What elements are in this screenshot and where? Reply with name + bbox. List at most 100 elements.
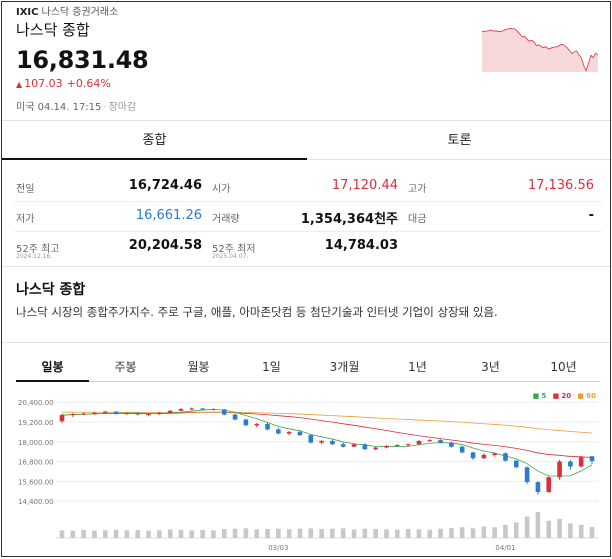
market-country: 미국 (16, 102, 35, 113)
volume-bar (481, 526, 487, 538)
volume-bar (578, 524, 584, 538)
candle-body[interactable] (373, 447, 378, 450)
period-tab-monthly[interactable]: 월봉 (187, 360, 210, 374)
candle-body[interactable] (135, 413, 141, 415)
candle-body[interactable] (211, 408, 216, 410)
candle-body[interactable] (589, 456, 595, 462)
candle-body[interactable] (265, 423, 270, 430)
ticker-symbol: IXIC (16, 7, 39, 18)
candle-body[interactable] (568, 461, 573, 467)
candle-body[interactable] (362, 444, 368, 450)
description-title: 나스닥 종합 (16, 282, 86, 298)
volume-bar (232, 528, 238, 538)
legend-ma60[interactable]: ■ 60 (577, 392, 596, 400)
stats-row: 52주 최고 2024.12.16. 20,204.58 52주 최저 2025.04… (14, 232, 602, 262)
period-tab-daily[interactable]: 일봉 (16, 354, 89, 382)
period-tab-3y[interactable]: 3년 (481, 360, 500, 374)
candle-body[interactable] (513, 460, 519, 468)
period-tab-weekly[interactable]: 주봉 (114, 360, 137, 374)
sparkline-area (482, 28, 598, 72)
candle-body[interactable] (178, 409, 184, 411)
candle-body[interactable] (124, 413, 130, 415)
y-tick-label: 19,200.00 (18, 419, 54, 427)
candle-body[interactable] (221, 409, 227, 415)
candle-body[interactable] (157, 412, 162, 415)
candle-body[interactable] (405, 444, 411, 446)
stat-high: 고가 17,136.56 (406, 172, 602, 202)
description-text: 나스닥 시장의 종합주가지수. 주로 구글, 애플, 아마존닷컴 등 첨단기술과… (16, 305, 498, 319)
candle-body[interactable] (524, 467, 530, 483)
candle-body[interactable] (330, 440, 335, 445)
candle-body[interactable] (427, 440, 433, 442)
candle-body[interactable] (200, 408, 205, 410)
candle-body[interactable] (340, 444, 346, 447)
candle-body[interactable] (59, 415, 65, 422)
volume-bar (589, 526, 595, 538)
candle-body[interactable] (535, 482, 541, 492)
stat-value: 17,120.44 (331, 178, 398, 193)
candle-body[interactable] (113, 411, 119, 414)
candle-body[interactable] (459, 446, 465, 453)
stat-value: 16,661.26 (135, 208, 202, 223)
candle-body[interactable] (351, 444, 357, 447)
stat-label: 저가 (16, 214, 35, 225)
period-tab-1y[interactable]: 1년 (408, 360, 427, 374)
candle-body[interactable] (546, 477, 552, 492)
candle-body[interactable] (395, 445, 400, 447)
stock-header: IXIC 나스닥 증권거래소 나스닥 종합 16,831.48 ▲ 107.03 +0… (16, 6, 486, 115)
candle-body[interactable] (297, 431, 303, 436)
candle-body[interactable] (470, 452, 476, 459)
stat-date: 2025.04.07. (212, 253, 249, 260)
candle-body[interactable] (557, 461, 562, 478)
legend-ma20[interactable]: ■ 20 (552, 392, 572, 400)
candle-body[interactable] (384, 445, 389, 448)
candle-body[interactable] (503, 453, 508, 461)
period-tab-10y[interactable]: 10년 (550, 360, 577, 374)
stat-52w-low: 52주 최저 2025.04.07. 14,784.03 (210, 232, 406, 262)
candle-body[interactable] (70, 414, 76, 416)
candle-body[interactable] (146, 414, 151, 416)
candle-body[interactable] (276, 429, 281, 434)
candle-body[interactable] (92, 412, 97, 414)
tab-discussion[interactable]: 토론 (307, 122, 610, 160)
sparkline-chart[interactable] (480, 24, 600, 76)
candle-body[interactable] (578, 457, 584, 467)
stat-label: 고가 (408, 184, 427, 195)
candle-body[interactable] (481, 454, 487, 459)
period-tab-3m[interactable]: 3개월 (329, 360, 360, 374)
stat-value: 14,784.03 (324, 238, 398, 253)
candle-body[interactable] (254, 423, 259, 426)
stats-row: 전일 16,724.46 시가 17,120.44 고가 17,136.56 (14, 172, 602, 202)
volume-bar (157, 530, 162, 538)
candlestick-chart[interactable]: 20,400.00 19,200.00 18,000.00 16,800.00 15,6… (16, 388, 600, 556)
volume-bar (135, 530, 141, 538)
candle-body[interactable] (308, 435, 314, 443)
ma5-line (61, 408, 593, 477)
candle-body[interactable] (81, 413, 86, 415)
candle-body[interactable] (449, 442, 454, 447)
stat-prev-close: 전일 16,724.46 (14, 172, 210, 202)
stat-value: - (588, 208, 594, 223)
ma60-line (61, 411, 593, 434)
candle-body[interactable] (167, 410, 173, 413)
change-amount: 107.03 (24, 77, 63, 90)
volume-bar (146, 530, 151, 538)
candle-body[interactable] (438, 440, 443, 443)
period-tab-1d[interactable]: 1일 (262, 360, 281, 374)
x-tick-label: 03/03 (268, 544, 288, 552)
candle-body[interactable] (243, 419, 249, 426)
candle-body[interactable] (102, 411, 108, 413)
stat-value: 17,136.56 (527, 178, 594, 193)
candle-body[interactable] (319, 440, 324, 443)
candle-body[interactable] (492, 453, 497, 455)
candle-body[interactable] (189, 408, 195, 410)
stats-row: 저가 16,661.26 거래량 1,354,364천주 대금 - (14, 202, 602, 232)
candle-body[interactable] (232, 414, 238, 420)
stat-value: 1,354,364천주 (300, 212, 398, 227)
tab-summary[interactable]: 종합 (2, 122, 307, 160)
legend-ma5[interactable]: ■ 5 (532, 392, 547, 400)
volume-bar (113, 529, 119, 538)
candle-body[interactable] (286, 431, 292, 434)
candle-body[interactable] (416, 440, 422, 445)
sparkline-line (481, 28, 599, 72)
